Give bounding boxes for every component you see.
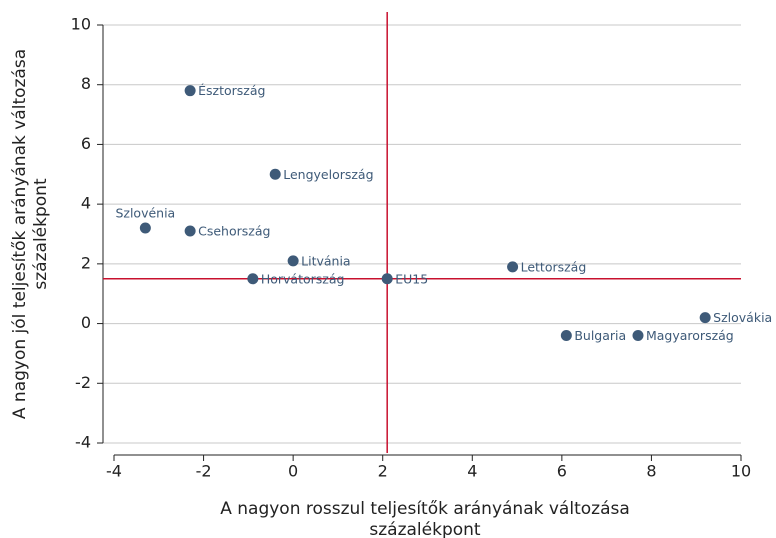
y-tick-label: 8 xyxy=(81,74,91,93)
point xyxy=(287,255,299,267)
point xyxy=(699,312,711,324)
y-tick-label: 10 xyxy=(71,15,91,34)
point xyxy=(381,273,393,285)
y-tick-label: -4 xyxy=(75,433,91,452)
y-tick-label: 2 xyxy=(81,253,91,272)
point-label: Szlovénia xyxy=(115,206,175,221)
x-tick-label: 6 xyxy=(557,462,567,481)
x-tick-label: -2 xyxy=(196,462,212,481)
y-tick-label: -2 xyxy=(75,373,91,392)
y-tick-label: 6 xyxy=(81,134,91,153)
point-label: Csehország xyxy=(198,224,270,239)
point xyxy=(632,330,644,342)
point xyxy=(139,222,151,234)
point-label: Magyarország xyxy=(646,328,734,343)
point-label: Horvátország xyxy=(261,271,345,286)
y-tick-label: 4 xyxy=(81,194,91,213)
y-axis-title: százalékpont xyxy=(31,178,51,290)
point-label: Lettország xyxy=(521,259,587,274)
x-tick-label: 2 xyxy=(378,462,388,481)
y-axis-title: A nagyon jól teljesítők arányának változ… xyxy=(10,49,30,419)
point xyxy=(247,273,259,285)
point xyxy=(184,225,196,237)
x-tick-label: 8 xyxy=(646,462,656,481)
point xyxy=(507,261,519,273)
x-tick-label: 10 xyxy=(731,462,751,481)
x-axis-title: százalékpont xyxy=(369,520,481,538)
point-label: Litvánia xyxy=(301,253,350,268)
x-tick-label: -4 xyxy=(106,462,122,481)
point-label: Lengyelország xyxy=(283,167,373,182)
y-tick-label: 0 xyxy=(81,313,91,332)
x-axis-title: A nagyon rosszul teljesítők arányának vá… xyxy=(220,499,630,519)
point-label: EU15 xyxy=(395,271,428,286)
point xyxy=(184,85,196,97)
x-tick-label: 0 xyxy=(288,462,298,481)
x-tick-label: 4 xyxy=(467,462,477,481)
point-label: Bulgaria xyxy=(574,328,626,343)
point xyxy=(560,330,572,342)
point-label: Észtország xyxy=(198,83,265,98)
point xyxy=(269,168,281,180)
point-label: Szlovákia xyxy=(713,310,772,325)
